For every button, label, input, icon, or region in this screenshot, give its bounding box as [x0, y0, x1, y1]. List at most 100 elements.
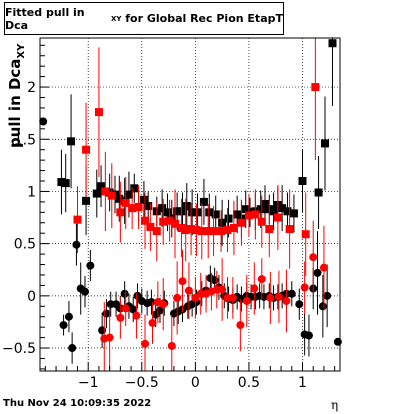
chart-title-rest: for Global Rec Pion EtapT	[121, 12, 283, 25]
data-point-circle	[309, 253, 318, 262]
y-tick-label: 1	[27, 184, 36, 200]
data-points	[39, 38, 342, 371]
data-point-circle	[218, 285, 227, 294]
data-point-square	[192, 226, 201, 235]
y-tick-label: −0.5	[2, 341, 36, 357]
data-point-square	[101, 187, 110, 196]
data-point-square	[82, 196, 91, 205]
data-point-square	[223, 226, 232, 235]
data-point-square	[141, 216, 149, 225]
data-point-square	[115, 194, 124, 203]
data-point-circle	[300, 283, 309, 292]
data-point-circle	[129, 305, 138, 314]
axes: −1 −0.5 0 0.5 1 −0.5 0 0.5 1 1.5 2	[2, 44, 336, 391]
data-point-square	[73, 215, 82, 224]
data-point-square	[278, 204, 287, 213]
data-point-circle	[59, 321, 68, 330]
data-point-square	[177, 223, 186, 232]
y-tick-label: 1.5	[14, 132, 36, 148]
data-point-circle	[318, 302, 327, 311]
data-point-square	[311, 83, 320, 92]
data-point-circle	[132, 311, 141, 320]
y-axis-label: pull in DcaXY	[6, 43, 27, 148]
data-point-square	[209, 227, 218, 236]
data-point-square	[139, 195, 148, 204]
data-point-square	[146, 222, 155, 231]
data-point-square	[173, 207, 182, 216]
data-point-square	[233, 210, 242, 219]
data-point-circle	[167, 341, 176, 350]
data-point-circle	[184, 286, 193, 295]
data-point-square	[241, 205, 250, 214]
data-point-square	[328, 39, 337, 48]
x-tick-label: 0.5	[238, 375, 260, 391]
data-point-square	[301, 230, 310, 239]
data-point-square	[244, 211, 253, 220]
data-point-square	[128, 204, 137, 213]
data-point-circle	[333, 337, 342, 346]
data-point-circle	[319, 263, 328, 272]
data-point-circle	[178, 277, 187, 286]
chart-title-subscript: XY	[110, 14, 122, 23]
data-point-circle	[116, 313, 125, 322]
data-point-square	[107, 191, 116, 200]
data-point-circle	[266, 293, 275, 302]
data-point-square	[163, 208, 172, 217]
y-tick-label: 0	[27, 289, 36, 305]
timestamp-footer: Thu Nov 24 10:09:35 2022	[3, 398, 152, 409]
data-point-square	[152, 227, 161, 236]
data-point-square	[193, 208, 202, 217]
data-point-circle	[141, 339, 149, 348]
data-point-circle	[287, 289, 296, 298]
data-point-circle	[64, 312, 73, 321]
data-point-circle	[274, 292, 283, 301]
data-point-square	[218, 218, 227, 227]
data-point-square	[204, 227, 213, 236]
data-point-square	[197, 227, 206, 236]
data-point-square	[158, 204, 167, 213]
data-point-circle	[39, 117, 48, 126]
data-point-square	[269, 207, 278, 216]
data-point-square	[314, 188, 323, 197]
data-point-square	[257, 217, 266, 226]
data-point-square	[181, 226, 190, 235]
data-point-circle	[120, 289, 129, 298]
chart-title-main: Fitted pull in Dca	[5, 5, 85, 32]
data-point-square	[224, 214, 233, 223]
data-point-square	[205, 208, 214, 217]
data-point-square	[67, 137, 76, 146]
data-point-circle	[282, 297, 291, 306]
data-point-circle	[313, 268, 322, 277]
data-point-square	[94, 108, 103, 117]
data-point-square	[124, 190, 133, 199]
y-axis-label-subscript: XY	[16, 43, 27, 59]
data-point-square	[92, 189, 101, 198]
data-point-square	[237, 218, 246, 227]
data-point-circle	[191, 293, 200, 302]
data-point-circle	[148, 318, 157, 327]
data-point-circle	[72, 240, 81, 249]
data-point-square	[298, 177, 307, 186]
data-point-square	[82, 145, 91, 154]
data-point-square	[273, 213, 282, 222]
data-point-circle	[86, 261, 95, 270]
data-point-square	[229, 223, 238, 232]
y-tick-label: 2	[27, 80, 36, 96]
x-tick-label: 1	[298, 375, 307, 391]
data-point-square	[188, 208, 197, 217]
data-point-square	[289, 209, 298, 218]
data-point-square	[61, 179, 70, 188]
data-point-circle	[304, 331, 313, 340]
data-point-square	[57, 178, 66, 187]
data-point-square	[134, 203, 143, 212]
y-axis-label-main: pull in Dca	[6, 59, 24, 148]
x-axis-label: η	[331, 398, 339, 412]
chart-title: Fitted pull in Dca XY for Global Rec Pion…	[4, 2, 284, 35]
data-point-circle	[81, 287, 89, 296]
data-point-square	[116, 208, 125, 217]
data-point-circle	[236, 321, 245, 330]
data-point-square	[97, 182, 106, 191]
data-point-circle	[68, 344, 77, 353]
data-point-circle	[323, 291, 332, 300]
